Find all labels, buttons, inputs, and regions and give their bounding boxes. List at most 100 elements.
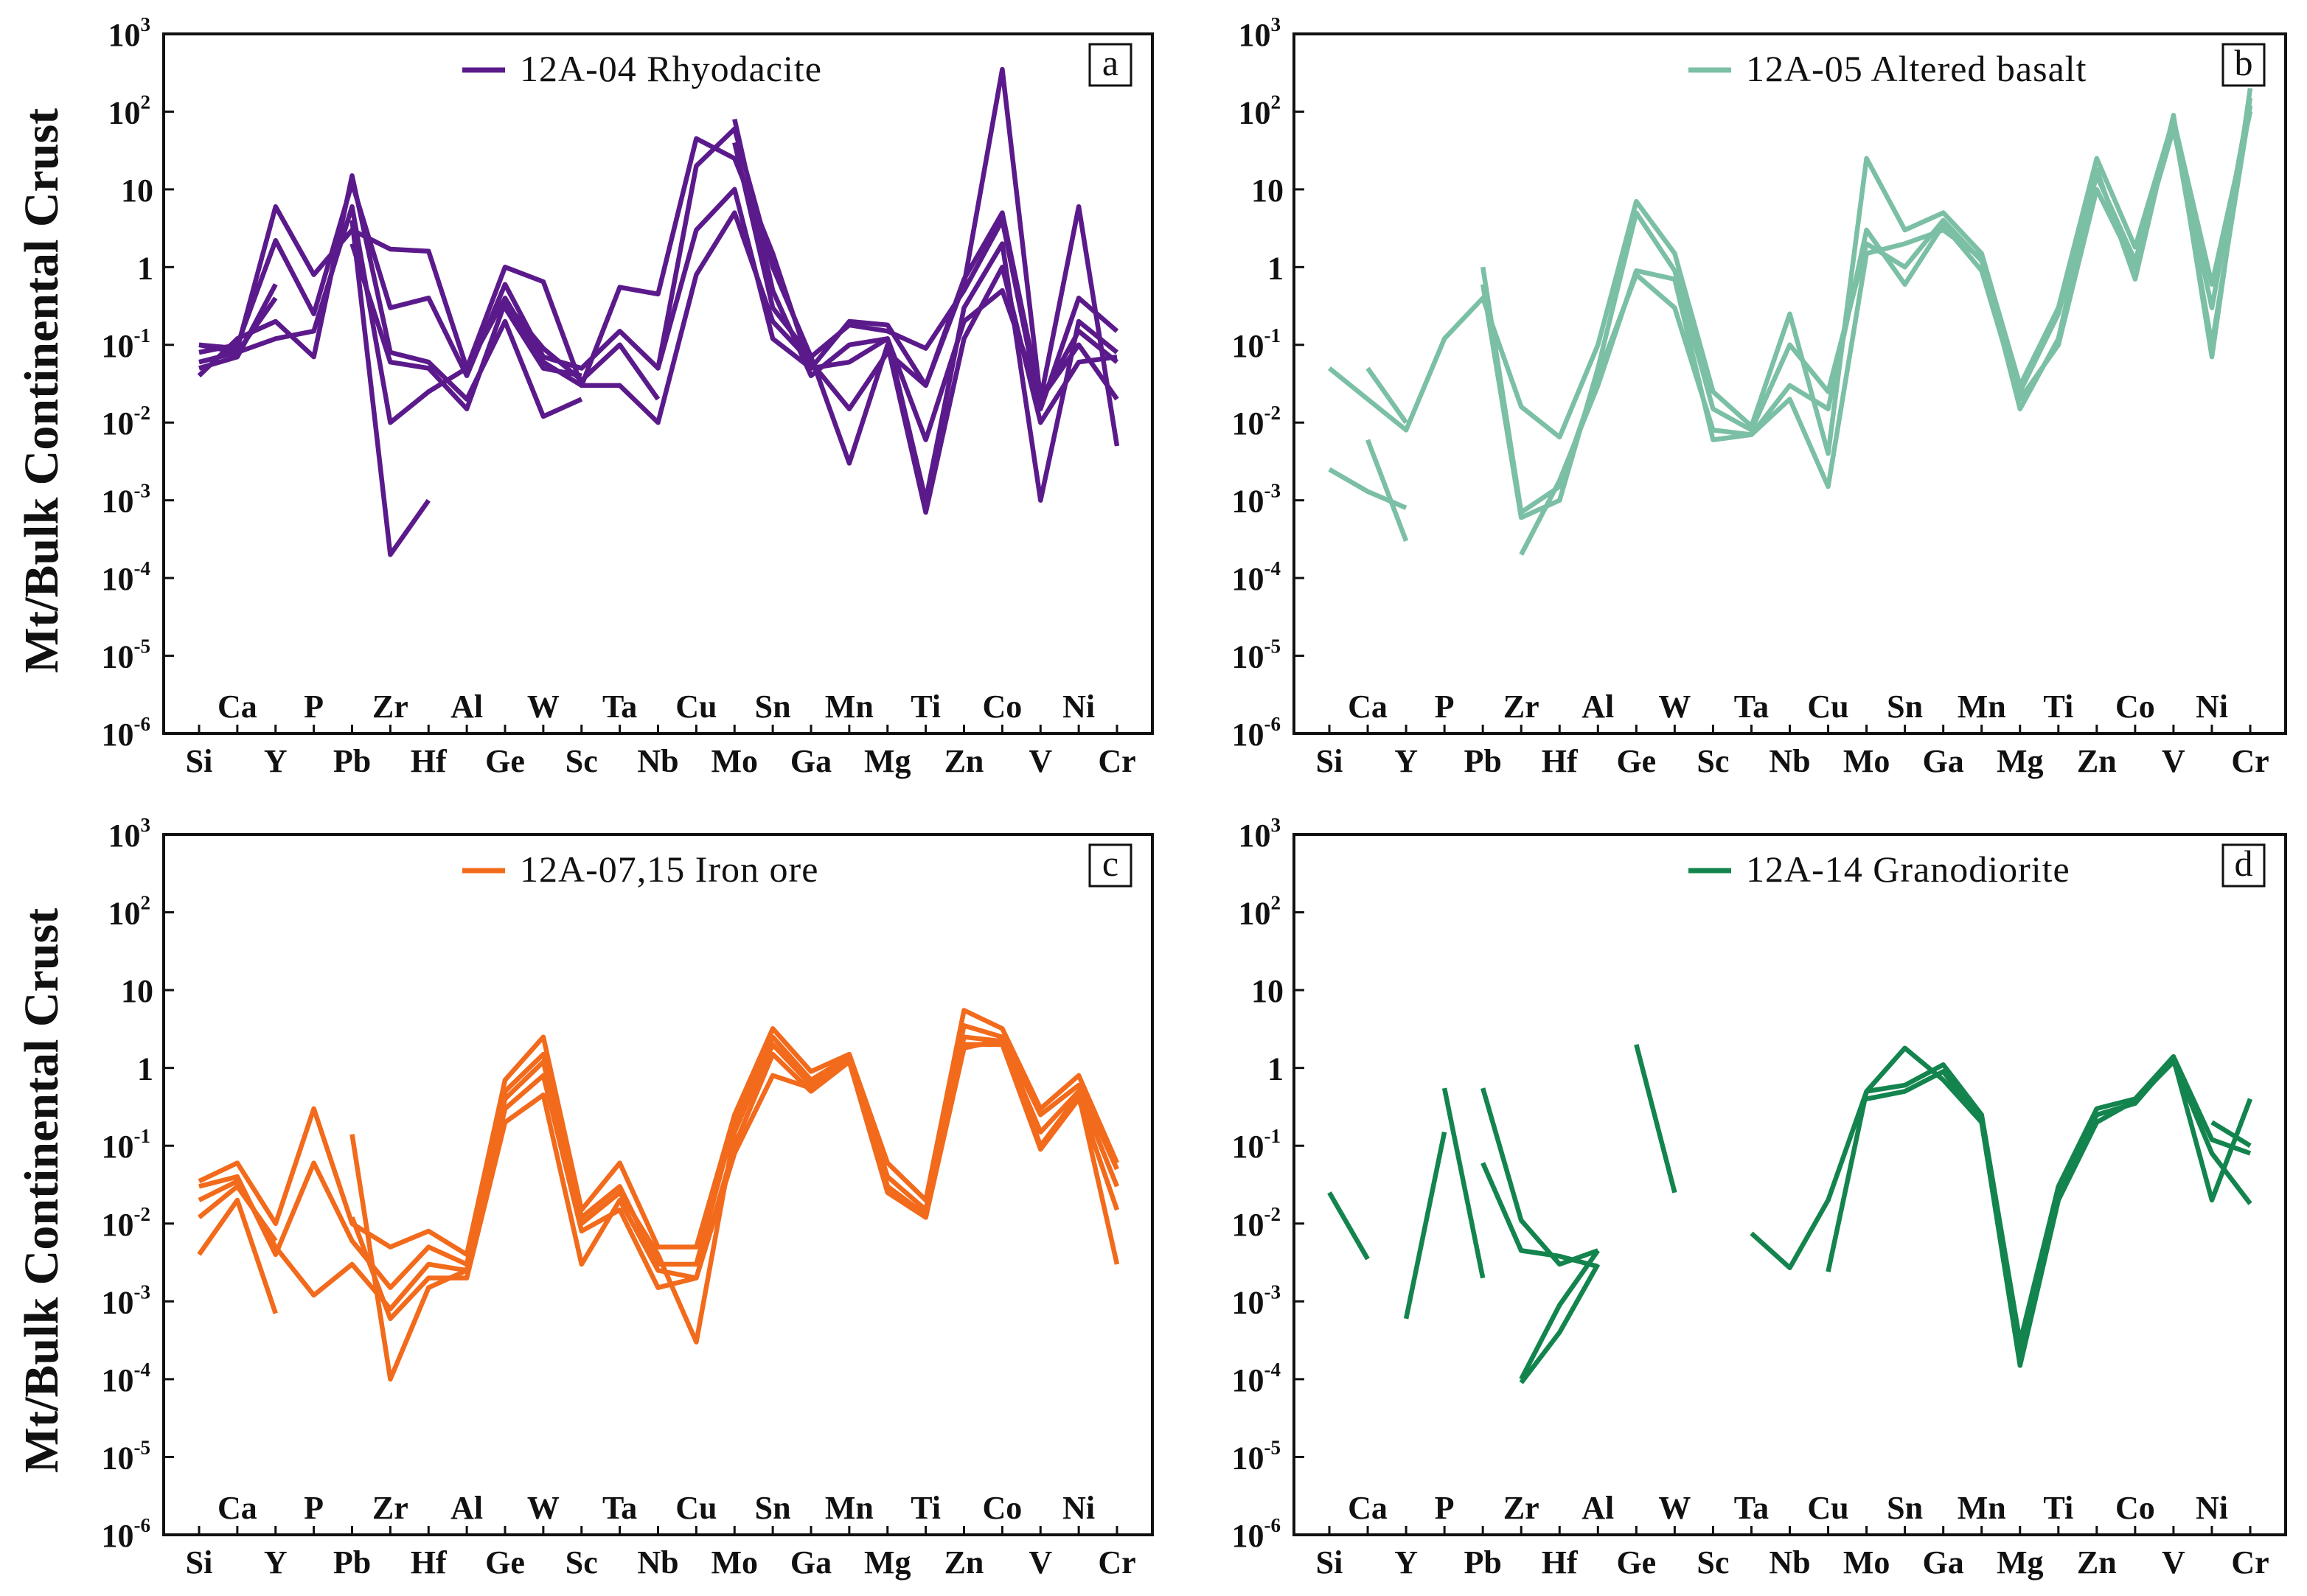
x-tick-label-cu: Cu bbox=[675, 1490, 717, 1526]
x-tick-label-ga: Ga bbox=[1923, 743, 1964, 779]
x-tick-label-co: Co bbox=[982, 1490, 1022, 1526]
x-tick-label-co: Co bbox=[982, 689, 1022, 725]
x-tick-label-ga: Ga bbox=[1923, 1544, 1964, 1581]
x-tick-label-zr: Zr bbox=[372, 689, 408, 725]
series-line-7 bbox=[1519, 1263, 1601, 1384]
y-tick-label: 103 bbox=[1239, 13, 1281, 53]
x-tick-label-p: P bbox=[1435, 689, 1455, 725]
y-tick-label: 1 bbox=[1267, 1051, 1284, 1087]
x-tick-label-si: Si bbox=[1316, 1544, 1343, 1581]
x-tick-label-ni: Ni bbox=[1062, 689, 1095, 725]
x-tick-label-ti: Ti bbox=[911, 1490, 941, 1526]
x-tick-label-cu: Cu bbox=[1807, 1490, 1848, 1526]
y-tick-label: 102 bbox=[1239, 91, 1281, 130]
y-tick-label: 10-5 bbox=[102, 635, 151, 675]
x-tick-label-co: Co bbox=[2115, 689, 2155, 725]
plot-frame bbox=[1292, 833, 2287, 1536]
x-tick-label-ti: Ti bbox=[911, 689, 941, 725]
y-axis-title-top: Mt/Bulk Continental Crust bbox=[15, 108, 69, 673]
panel-letter: b bbox=[2235, 42, 2253, 83]
x-tick-label-ge: Ge bbox=[485, 1544, 525, 1581]
plot-frame bbox=[162, 833, 1154, 1536]
y-tick-label: 10-3 bbox=[102, 1280, 151, 1320]
y-tick-label: 10-6 bbox=[1232, 713, 1281, 753]
x-tick-label-w: W bbox=[1658, 689, 1691, 725]
x-tick-label-al: Al bbox=[1582, 689, 1614, 725]
x-tick-label-ti: Ti bbox=[2043, 1490, 2073, 1526]
y-tick-label: 10-1 bbox=[1232, 324, 1281, 364]
x-tick-label-mo: Mo bbox=[1843, 1544, 1890, 1581]
x-tick-label-pb: Pb bbox=[333, 743, 371, 779]
x-tick-label-ta: Ta bbox=[1734, 1490, 1769, 1526]
x-tick-label-zn: Zn bbox=[2077, 1544, 2117, 1581]
x-tick-label-ta: Ta bbox=[602, 689, 637, 725]
x-tick-label-ti: Ti bbox=[2043, 689, 2073, 725]
x-tick-label-mg: Mg bbox=[864, 743, 911, 779]
legend-label: 12A-07,15 Iron ore bbox=[520, 848, 818, 890]
x-tick-label-mn: Mn bbox=[825, 1490, 874, 1526]
x-tick-label-w: W bbox=[527, 1490, 560, 1526]
x-tick-label-v: V bbox=[2162, 743, 2185, 779]
x-tick-label-zr: Zr bbox=[1503, 689, 1539, 725]
x-tick-label-w: W bbox=[1658, 1490, 1691, 1526]
y-tick-label: 102 bbox=[108, 91, 151, 130]
series-line-5 bbox=[1480, 1162, 1599, 1269]
x-tick-label-p: P bbox=[1435, 1490, 1455, 1526]
x-tick-label-mg: Mg bbox=[1997, 743, 2044, 779]
x-tick-label-pb: Pb bbox=[1464, 1544, 1501, 1581]
y-tick-label: 10-3 bbox=[1232, 480, 1281, 520]
x-tick-label-v: V bbox=[2162, 1544, 2185, 1581]
panel-letter-box bbox=[2221, 43, 2266, 87]
x-tick-label-y: Y bbox=[264, 1544, 288, 1581]
x-tick-label-ga: Ga bbox=[790, 743, 832, 779]
y-tick-label: 10-2 bbox=[102, 1203, 151, 1243]
x-tick-label-ta: Ta bbox=[602, 1490, 637, 1526]
x-tick-label-sn: Sn bbox=[1887, 689, 1923, 725]
y-tick-label: 10-4 bbox=[1232, 1359, 1281, 1398]
y-tick-label: 10-4 bbox=[102, 557, 151, 597]
y-tick-label: 10-1 bbox=[1232, 1125, 1281, 1165]
panel-c: 10310210110-110-210-310-410-510-6SiCaYPP… bbox=[102, 814, 1154, 1581]
x-tick-label-sc: Sc bbox=[566, 1544, 598, 1581]
y-tick-label: 10-4 bbox=[102, 1359, 151, 1398]
panel-letter: a bbox=[1102, 42, 1118, 83]
y-tick-label: 10-1 bbox=[102, 324, 151, 364]
x-tick-label-al: Al bbox=[450, 1490, 483, 1526]
panel-letter: c bbox=[1102, 843, 1118, 884]
y-tick-label: 10-5 bbox=[1232, 1436, 1281, 1476]
x-tick-label-nb: Nb bbox=[1769, 1544, 1810, 1581]
series-line-4 bbox=[1480, 1087, 2252, 1267]
x-tick-label-mo: Mo bbox=[711, 1544, 758, 1581]
y-tick-label: 10-3 bbox=[102, 480, 151, 520]
x-tick-label-zn: Zn bbox=[2077, 743, 2117, 779]
x-tick-label-pb: Pb bbox=[333, 1544, 371, 1581]
x-tick-label-cu: Cu bbox=[675, 689, 717, 725]
x-tick-label-cr: Cr bbox=[1098, 1544, 1135, 1581]
x-tick-label-sn: Sn bbox=[755, 1490, 791, 1526]
y-tick-label: 10-1 bbox=[102, 1125, 151, 1165]
x-tick-label-mo: Mo bbox=[1843, 743, 1890, 779]
x-tick-label-zn: Zn bbox=[944, 1544, 984, 1581]
series-line-3 bbox=[1441, 1059, 2252, 1368]
x-tick-label-cu: Cu bbox=[1807, 689, 1848, 725]
legend-label: 12A-14 Granodiorite bbox=[1746, 848, 2070, 890]
x-tick-label-ge: Ge bbox=[485, 743, 525, 779]
series-line-3 bbox=[1365, 105, 2253, 515]
panel-d: 10310210110-110-210-310-410-510-6SiCaYPP… bbox=[1232, 814, 2287, 1581]
series-line-5 bbox=[197, 173, 1119, 442]
y-tick-label: 103 bbox=[108, 13, 151, 53]
x-tick-label-mg: Mg bbox=[864, 1544, 911, 1581]
legend-label: 12A-04 Rhyodacite bbox=[520, 48, 822, 89]
x-tick-label-mn: Mn bbox=[825, 689, 874, 725]
y-tick-label: 10-6 bbox=[102, 1514, 151, 1554]
legend-label: 12A-05 Altered basalt bbox=[1746, 48, 2087, 89]
x-tick-label-ni: Ni bbox=[2196, 1490, 2228, 1526]
x-tick-label-v: V bbox=[1029, 743, 1052, 779]
x-tick-label-mg: Mg bbox=[1997, 1544, 2044, 1581]
x-tick-label-al: Al bbox=[1582, 1490, 1614, 1526]
x-tick-label-mn: Mn bbox=[1958, 1490, 2006, 1526]
x-tick-label-nb: Nb bbox=[637, 743, 678, 779]
x-tick-label-ca: Ca bbox=[218, 1490, 257, 1526]
series-line-2 bbox=[198, 1022, 1119, 1290]
